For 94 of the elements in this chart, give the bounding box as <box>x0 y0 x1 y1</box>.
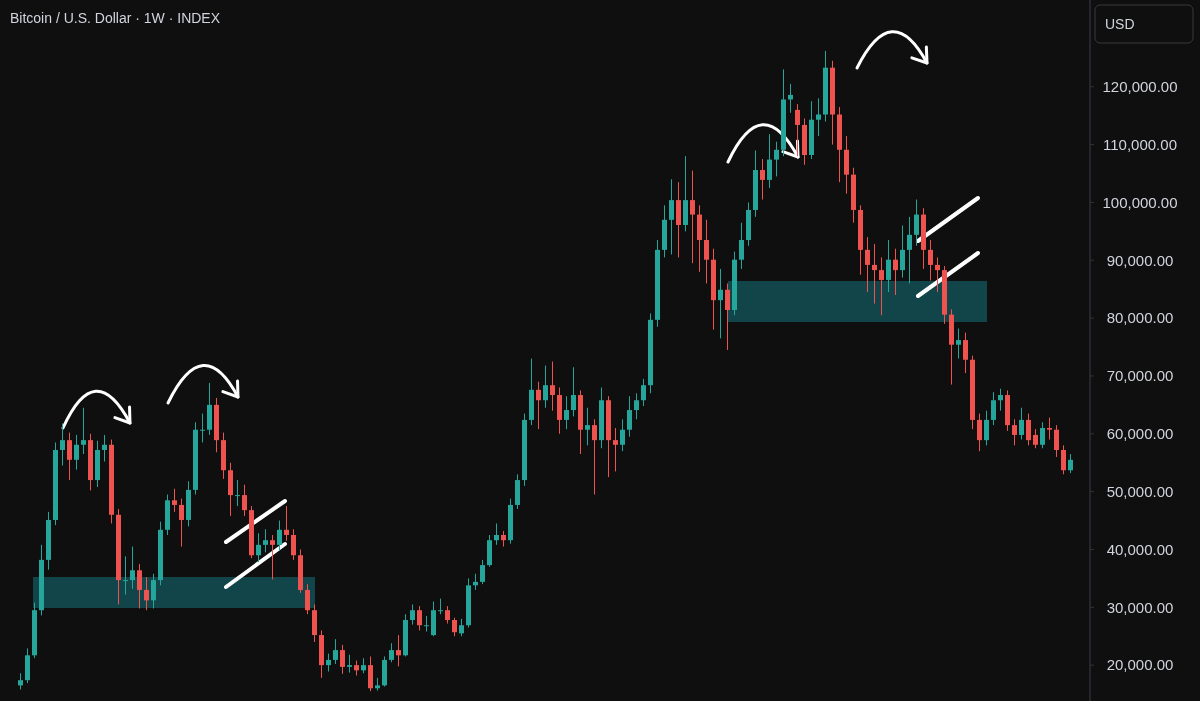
candlestick <box>886 239 891 293</box>
candlestick <box>102 434 107 463</box>
y-tick-label: 100,000.00 <box>1102 193 1178 211</box>
candlestick <box>235 479 240 507</box>
candlestick <box>774 141 779 177</box>
candlestick <box>1061 444 1066 475</box>
candlestick <box>67 432 72 481</box>
candlestick <box>613 427 618 472</box>
candlestick <box>242 484 247 517</box>
candlestick <box>130 546 135 590</box>
candlestick <box>1054 424 1059 458</box>
candlestick <box>536 381 541 430</box>
candlestick <box>795 103 800 157</box>
candlestick <box>277 520 282 552</box>
candlestick <box>1040 421 1045 449</box>
candlestick <box>879 256 884 316</box>
candlestick <box>550 360 555 412</box>
candlestick <box>928 239 933 282</box>
candlestick <box>641 378 646 407</box>
candlestick <box>1012 418 1017 446</box>
candlestick <box>935 256 940 293</box>
candlestick <box>81 407 86 455</box>
candlestick <box>60 422 65 467</box>
y-tick-label: 110,000.00 <box>1103 135 1177 153</box>
candlestick <box>123 555 128 596</box>
candlestick <box>151 573 156 609</box>
candlestick <box>865 236 870 293</box>
candlestick <box>564 395 569 430</box>
text: Bitcoin / U.S. Dollar · 1W · INDEX <box>10 10 221 26</box>
candlestick <box>424 615 429 633</box>
candlestick <box>74 434 79 471</box>
y-tick-label: 50,000.00 <box>1106 482 1174 500</box>
candlestick <box>333 638 338 665</box>
candlestick <box>340 644 345 675</box>
candlestick <box>270 534 275 581</box>
candlestick <box>984 410 989 446</box>
candlestick <box>704 219 709 284</box>
candlestick <box>991 391 996 426</box>
candlestick <box>410 603 415 626</box>
candlestick <box>368 655 373 692</box>
candlestick <box>1019 407 1024 441</box>
y-tick-label: 20,000.00 <box>1106 656 1174 674</box>
candlestick <box>389 642 394 663</box>
candlestick <box>956 328 961 360</box>
candlestick <box>816 97 821 137</box>
candlestick <box>620 418 625 452</box>
candlestick <box>627 395 632 438</box>
candlestick <box>690 170 695 264</box>
candlestick <box>725 282 730 351</box>
y-tick-label: 70,000.00 <box>1106 367 1174 385</box>
candlestick <box>669 178 674 255</box>
candlestick <box>543 365 548 409</box>
y-tick-label: 40,000.00 <box>1106 540 1174 558</box>
candlestick <box>179 498 184 548</box>
candlestick <box>998 388 1003 412</box>
candlestick <box>718 268 723 339</box>
y-tick-label: 30,000.00 <box>1106 598 1174 616</box>
currency-button: USD <box>1094 4 1194 44</box>
candlestick <box>634 392 639 420</box>
candlestick <box>1068 453 1073 474</box>
candlestick <box>1047 417 1052 441</box>
candlestick <box>263 528 268 553</box>
candlestick <box>585 407 590 446</box>
candlestick <box>1026 413 1031 446</box>
candlestick <box>760 158 765 201</box>
y-tick-label: 90,000.00 <box>1106 251 1174 269</box>
candlestick <box>417 605 422 631</box>
y-tick-label: 120,000.00 <box>1102 78 1178 96</box>
candlestick <box>305 583 310 615</box>
candlestick <box>893 248 898 296</box>
candlestick <box>200 413 205 443</box>
candlestick <box>144 576 149 611</box>
candlestick <box>872 243 877 305</box>
y-tick-label: 80,000.00 <box>1106 309 1174 327</box>
candlestick <box>452 617 457 637</box>
candlestick <box>494 522 499 546</box>
candlestick <box>284 505 289 542</box>
candlestick <box>291 528 296 561</box>
candlestick <box>256 532 261 563</box>
candlestick <box>396 634 401 667</box>
candlestick <box>907 216 912 284</box>
candlestick <box>480 559 485 585</box>
candlestick <box>592 418 597 496</box>
candlestick <box>977 413 982 452</box>
candlestick <box>767 133 772 189</box>
candlestick <box>1033 428 1038 449</box>
candlestick <box>739 222 744 270</box>
candlestick <box>914 199 919 247</box>
y-tick-label: 60,000.00 <box>1106 425 1174 443</box>
candlestick <box>571 366 576 417</box>
candlestick <box>172 488 177 513</box>
candlestick <box>137 563 142 609</box>
candlestick <box>963 332 968 374</box>
candlestick <box>900 225 905 279</box>
